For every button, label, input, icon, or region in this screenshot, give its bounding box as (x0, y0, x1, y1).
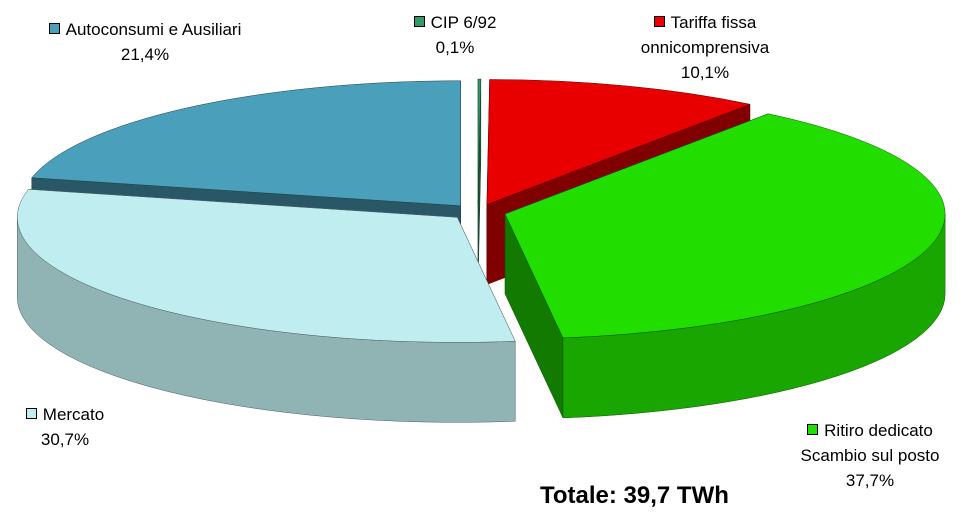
legend-swatch (653, 16, 665, 27)
value-label: 21,4% (120, 45, 170, 64)
legend-swatch (48, 23, 60, 34)
label-line: Tariffa fissa onnicomprensiva (610, 10, 800, 60)
slice-label: Tariffa fissa onnicomprensiva 10,1% (610, 10, 800, 85)
slice (486, 79, 751, 205)
category-label: Tariffa fissa onnicomprensiva (640, 13, 770, 57)
category-label: Mercato (42, 405, 105, 424)
legend-swatch (25, 408, 37, 419)
legend-swatch (807, 424, 819, 435)
value-label: 30,7% (40, 430, 90, 449)
label-line: Ritiro dedicato Scambio sul posto (760, 418, 979, 468)
slice-label: Autoconsumi e Ausiliari 21,4% (10, 17, 280, 67)
slice (504, 113, 946, 339)
category-label: CIP 6/92 (430, 13, 497, 32)
legend-swatch (413, 16, 425, 27)
value-label: 37,7% (845, 471, 895, 490)
slice-label: CIP 6/92 0,1% (395, 10, 515, 60)
value-label: 0,1% (435, 38, 475, 57)
label-line: CIP 6/92 (395, 10, 515, 35)
slice (477, 78, 482, 205)
label-line: Autoconsumi e Ausiliari (10, 17, 280, 42)
slice-label: Mercato 30,7% (10, 402, 120, 452)
total-annotation: Totale: 39,7 TWh (540, 482, 729, 509)
slice (17, 189, 516, 343)
label-line: Mercato (10, 402, 120, 427)
slice-label: Ritiro dedicato Scambio sul posto 37,7% (760, 418, 979, 493)
category-label: Ritiro dedicato Scambio sul posto (800, 421, 940, 465)
value-label: 10,1% (680, 63, 730, 82)
slice (31, 80, 461, 207)
category-label: Autoconsumi e Ausiliari (65, 20, 242, 39)
